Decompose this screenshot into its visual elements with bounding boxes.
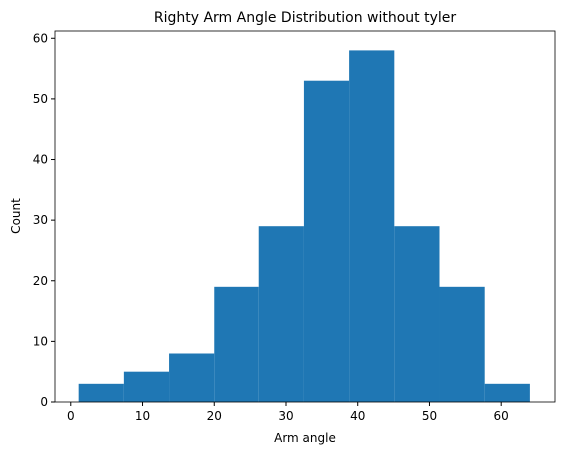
bar <box>78 383 124 402</box>
y-tick-label: 40 <box>33 153 48 167</box>
bar <box>484 383 530 402</box>
bar <box>439 286 485 402</box>
x-tick-label: 20 <box>207 409 222 423</box>
bar <box>349 50 395 403</box>
x-tick-label: 50 <box>422 409 437 423</box>
x-tick-label: 60 <box>494 409 509 423</box>
bar <box>394 226 440 402</box>
bar <box>169 353 215 402</box>
plot-frame <box>54 30 556 403</box>
bar <box>258 226 304 402</box>
y-tick-label: 10 <box>33 334 48 348</box>
bar <box>303 80 350 402</box>
y-tick-label: 20 <box>33 274 48 288</box>
chart-title: Righty Arm Angle Distribution without ty… <box>154 10 457 26</box>
y-tick-label: 0 <box>40 395 48 409</box>
x-tick-label: 0 <box>67 409 75 423</box>
x-tick-label: 40 <box>350 409 365 423</box>
y-tick-label: 50 <box>33 92 48 106</box>
y-tick-label: 60 <box>33 31 48 45</box>
y-tick-label: 30 <box>33 213 48 227</box>
x-tick-label: 10 <box>135 409 150 423</box>
x-tick-label: 30 <box>278 409 293 423</box>
y-axis-label: Count <box>9 198 23 234</box>
bar <box>123 371 170 402</box>
bar <box>214 286 259 402</box>
x-axis-label: Arm angle <box>274 431 336 445</box>
